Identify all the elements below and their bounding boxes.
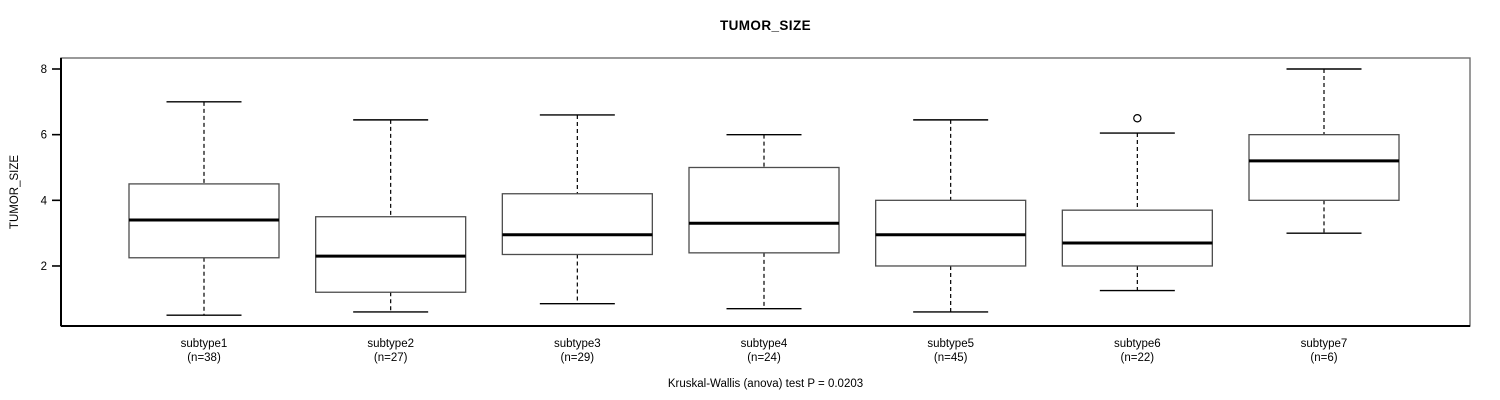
x-category-label: subtype2 [367,338,414,350]
y-tick-label: 2 [41,261,47,273]
x-category-label: subtype4 [741,338,788,350]
y-tick-label: 4 [41,195,48,207]
stat-test-caption: Kruskal-Wallis (anova) test P = 0.0203 [667,378,864,390]
x-category-count-label: (n=24) [747,352,781,364]
iqr-box [875,199,1027,267]
y-tick-label: 6 [41,130,47,142]
iqr-box [315,216,467,293]
y-tick-label: 8 [41,64,47,76]
iqr-box [1248,134,1400,201]
chart-title: TUMOR_SIZE [719,18,811,33]
x-category-label: subtype6 [1114,338,1161,350]
iqr-box [688,166,840,254]
x-category-count-label: (n=38) [187,352,221,364]
x-category-count-label: (n=27) [374,352,408,364]
iqr-box [1061,209,1213,267]
iqr-box [501,193,653,256]
x-category-count-label: (n=6) [1310,352,1337,364]
x-category-label: subtype5 [927,338,974,350]
x-category-count-label: (n=45) [934,352,968,364]
x-category-label: subtype1 [181,338,228,350]
outlier-point [1133,114,1142,123]
x-category-count-label: (n=22) [1121,352,1155,364]
x-category-count-label: (n=29) [561,352,595,364]
x-category-label: subtype3 [554,338,601,350]
x-category-label: subtype7 [1301,338,1348,350]
